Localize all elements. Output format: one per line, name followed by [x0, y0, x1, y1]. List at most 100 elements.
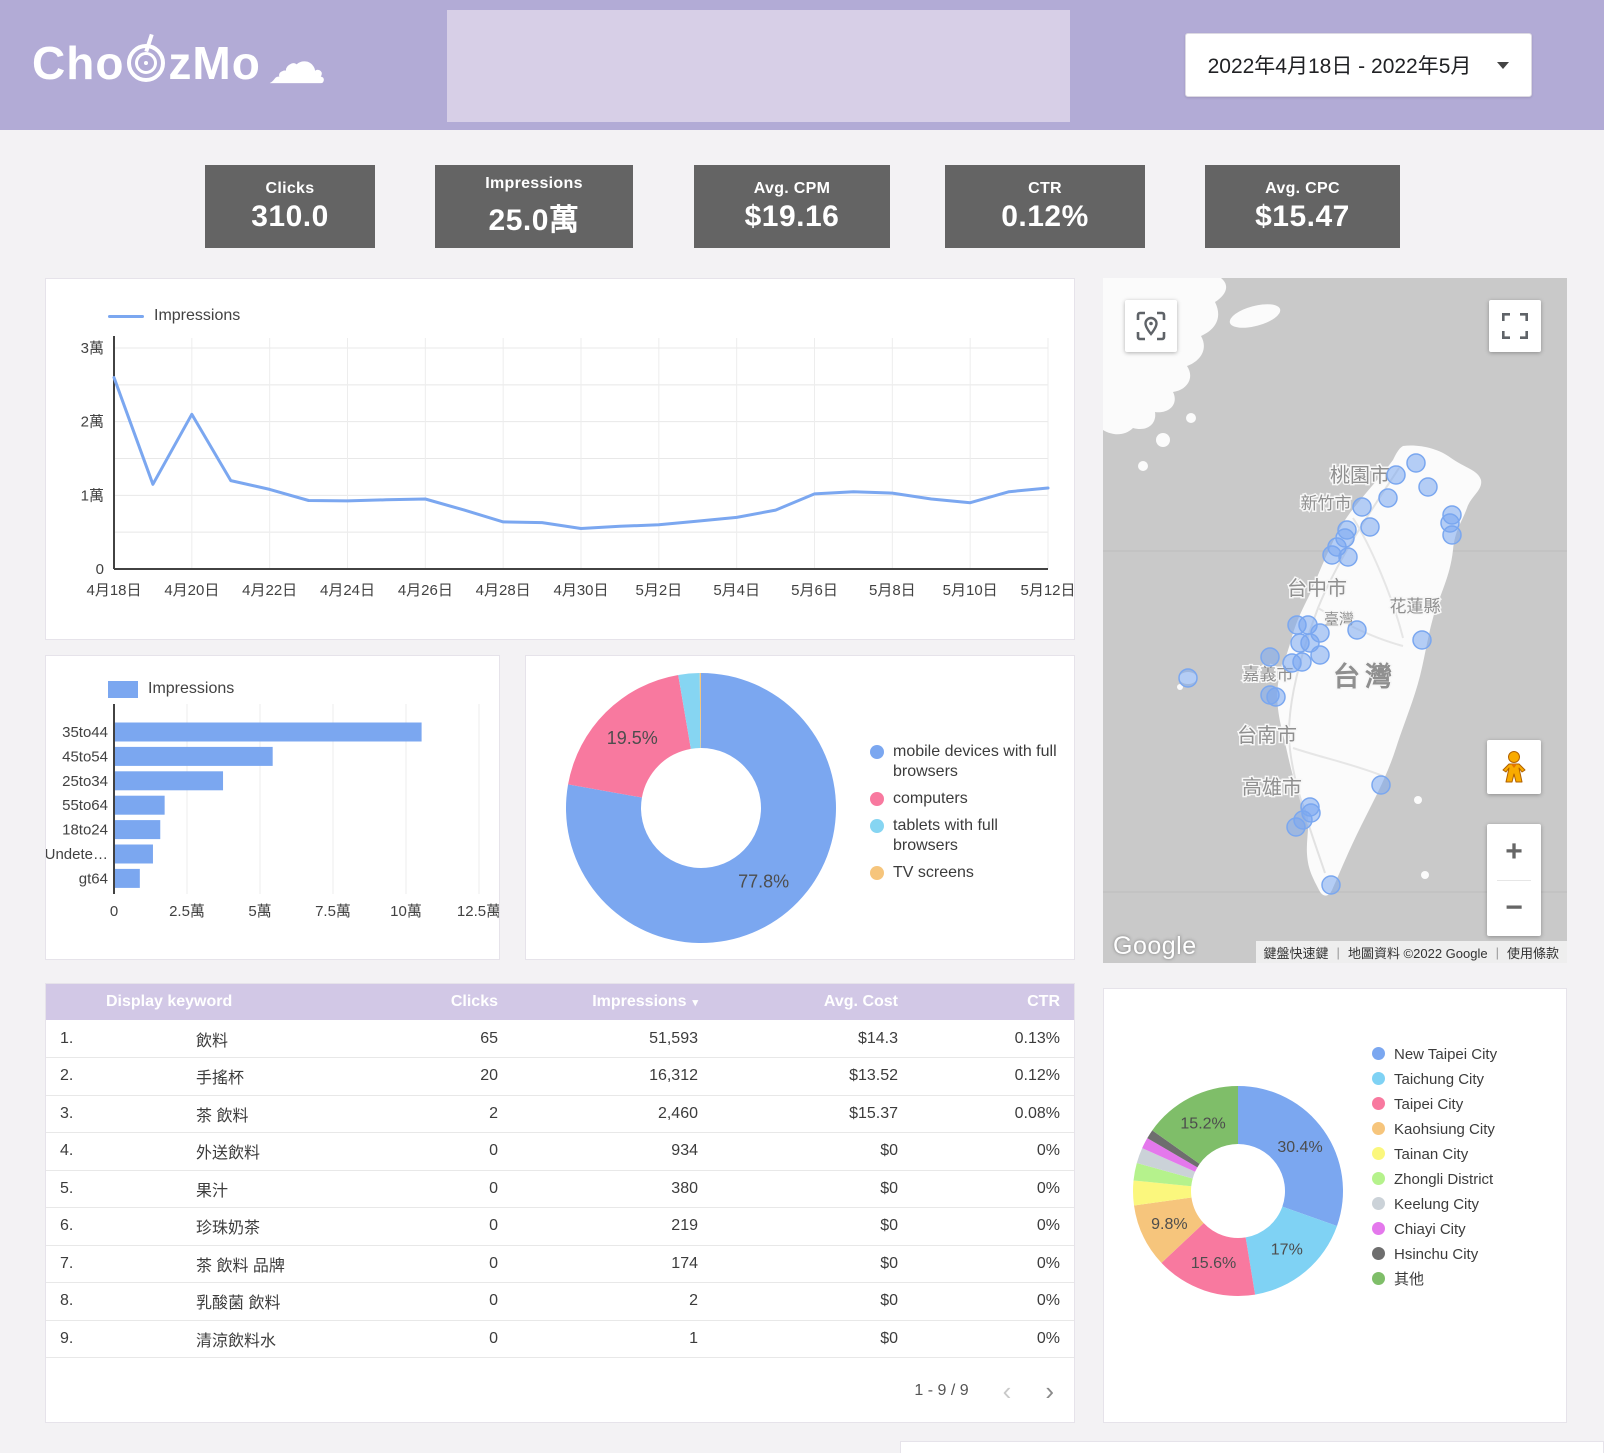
table-pagination: 1 - 9 / 9 ‹ ›: [46, 1360, 1074, 1422]
svg-text:2.5萬: 2.5萬: [169, 903, 205, 920]
table-row: 4. 外送飲料 0 934 $0 0%: [46, 1132, 1074, 1171]
legend-item: Kaohsiung City: [1372, 1120, 1558, 1139]
scorecard-label: Clicks: [265, 179, 315, 197]
cloud-icon: ☁: [266, 29, 328, 96]
map-pegman-button[interactable]: [1487, 740, 1541, 794]
table-cell: 0: [334, 1170, 504, 1208]
legend-square-swatch: [108, 680, 138, 698]
cutoff-panel: [900, 1441, 1604, 1453]
svg-text:5月12日: 5月12日: [1020, 582, 1074, 599]
svg-text:2萬: 2萬: [81, 414, 104, 431]
legend-dot: [1372, 1097, 1385, 1110]
date-range-text: 2022年4月18日 - 2022年5月: [1207, 55, 1472, 78]
table-row: 2. 手搖杯 20 16,312 $13.52 0.12%: [46, 1057, 1074, 1096]
prev-page-button[interactable]: ‹: [1002, 1376, 1012, 1406]
zoom-out-button[interactable]: −: [1505, 891, 1523, 925]
legend-label: computers: [893, 790, 968, 807]
choozmo-logo: Cho zMo ☁: [32, 29, 328, 96]
impressions-by-age-chart: Impressions 0 2.5萬 5萬 7.5萬 10萬 12.5萬 35to44 45t…: [45, 655, 501, 960]
table-cell: $0: [704, 1245, 904, 1283]
svg-text:7.5萬: 7.5萬: [315, 903, 351, 920]
table-row: 7. 茶 飲料 品牌 0 174 $0 0%: [46, 1245, 1074, 1283]
legend-dot: [870, 792, 884, 806]
header-bar: Cho zMo ☁ 2022年4月18日 - 2022年5月: [0, 0, 1604, 130]
legend-dot: [1372, 1222, 1385, 1235]
legend-item: Hsinchu City: [1372, 1245, 1558, 1264]
target-icon: [127, 33, 166, 82]
svg-text:19.5%: 19.5%: [607, 728, 658, 748]
svg-text:45to54: 45to54: [62, 748, 108, 765]
table-cell: 0: [334, 1245, 504, 1283]
row-index: 5.: [46, 1170, 190, 1208]
table-cell: 174: [504, 1245, 704, 1283]
legend-label: Keelung City: [1394, 1196, 1480, 1213]
table-header-row: Display keyword Clicks Impressions ▾ Avg.…: [46, 984, 1074, 1020]
map-attribution: 鍵盤快速鍵 | 地圖資料 ©2022 Google | 使用條款: [1255, 941, 1567, 963]
col-header-ctr[interactable]: CTR: [904, 984, 1074, 1020]
map-fullscreen-button[interactable]: [1489, 300, 1541, 352]
date-range-selector[interactable]: 2022年4月18日 - 2022年5月: [1185, 33, 1532, 97]
svg-text:18to24: 18to24: [62, 822, 108, 839]
row-index: 4.: [46, 1132, 190, 1171]
legend-dot: [1372, 1197, 1385, 1210]
next-page-button[interactable]: ›: [1045, 1376, 1054, 1406]
table-row: 3. 茶 飲料 2 2,460 $15.37 0.08%: [46, 1095, 1074, 1133]
legend-item: tablets with full browsers: [870, 816, 1060, 856]
table-cell: 茶 飲料 品牌: [190, 1245, 334, 1283]
attr-separator: |: [1336, 944, 1340, 960]
legend-dot: [870, 745, 884, 759]
table-cell: 清涼飲料水: [190, 1320, 334, 1358]
table-cell: 1: [504, 1320, 704, 1358]
row-index: 8.: [46, 1282, 190, 1321]
row-index: 1.: [46, 1020, 190, 1058]
svg-text:15.2%: 15.2%: [1180, 1116, 1225, 1133]
terms-link[interactable]: 使用條款: [1506, 945, 1559, 961]
col-header-impressions[interactable]: Impressions ▾: [504, 984, 704, 1020]
row-index: 7.: [46, 1245, 190, 1283]
legend-label: Taichung City: [1394, 1071, 1485, 1088]
impressions-by-device-chart: 77.8% 19.5% mobile devices with full brow…: [525, 655, 1075, 960]
bar-chart-canvas: 0 2.5萬 5萬 7.5萬 10萬 12.5萬 35to44 45to54 25to34 55t…: [45, 704, 501, 920]
device-donut-legend: mobile devices with full browsers compute…: [870, 742, 1060, 883]
row-index: 2.: [46, 1057, 190, 1096]
table-cell: 手搖杯: [190, 1057, 334, 1096]
legend-dot: [1372, 1147, 1385, 1160]
svg-text:4月28日: 4月28日: [476, 582, 531, 599]
table-cell: 0%: [904, 1207, 1074, 1246]
svg-text:10萬: 10萬: [390, 903, 422, 920]
legend-dot: [1372, 1047, 1385, 1060]
col-header-clicks[interactable]: Clicks: [334, 984, 504, 1020]
map-location-button[interactable]: [1125, 300, 1177, 352]
col-header-display-keyword[interactable]: Display keyword: [46, 984, 334, 1020]
legend-dot: [1372, 1072, 1385, 1085]
legend-item: Keelung City: [1372, 1195, 1558, 1214]
table-cell: 0.13%: [904, 1020, 1074, 1058]
svg-text:9.8%: 9.8%: [1151, 1216, 1187, 1233]
table-cell: 380: [504, 1170, 704, 1208]
zoom-in-button[interactable]: +: [1505, 834, 1523, 868]
svg-text:25to34: 25to34: [62, 773, 108, 790]
geo-map[interactable]: 桃園市 新竹市 台中市 臺灣 花蓮縣 嘉義市 台灣 台南市 高雄市 + −: [1103, 278, 1567, 963]
line-chart-legend: Impressions: [108, 307, 240, 325]
table-cell: 934: [504, 1132, 704, 1171]
scorecard-label: Impressions: [485, 174, 583, 192]
logo-text-left: Cho: [32, 37, 125, 89]
table-cell: 飲料: [190, 1020, 334, 1058]
scorecard-avg-cpc: Avg. CPC $15.47: [1205, 165, 1400, 248]
chevron-down-icon: [1497, 61, 1510, 69]
keyboard-shortcuts-link[interactable]: 鍵盤快速鍵: [1263, 945, 1329, 961]
row-index: 3.: [46, 1095, 190, 1133]
svg-text:77.8%: 77.8%: [738, 872, 789, 892]
legend-item: Chiayi City: [1372, 1220, 1558, 1239]
col-header-avg-cost[interactable]: Avg. Cost: [704, 984, 904, 1020]
table-row: 6. 珍珠奶茶 0 219 $0 0%: [46, 1207, 1074, 1246]
legend-item: New Taipei City: [1372, 1045, 1558, 1064]
table-cell: 20: [334, 1057, 504, 1096]
table-cell: 219: [504, 1207, 704, 1246]
table-cell: 0%: [904, 1245, 1074, 1283]
keyword-table-panel: Display keyword Clicks Impressions ▾ Avg.…: [45, 983, 1075, 1423]
legend-item: Taipei City: [1372, 1095, 1558, 1114]
legend-label: Kaohsiung City: [1394, 1121, 1495, 1138]
